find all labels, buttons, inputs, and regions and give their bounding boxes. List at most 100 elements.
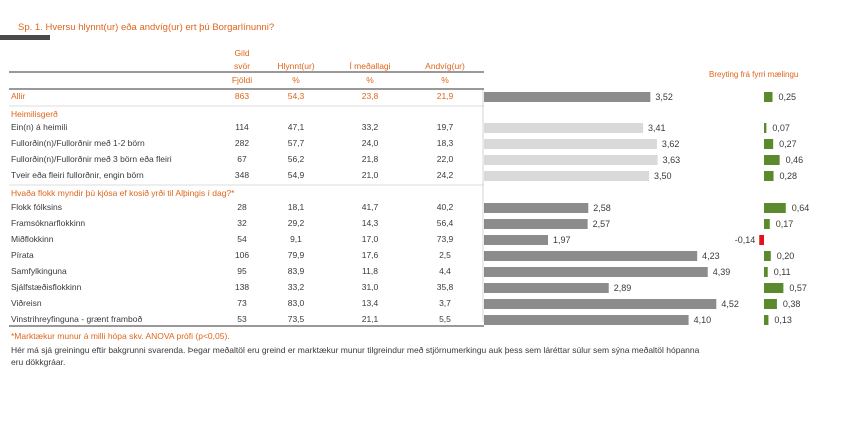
row-hlynnt: 33,2 bbox=[287, 282, 305, 292]
row-medallagi: 13,4 bbox=[361, 298, 379, 308]
mean-value-label: 2,57 bbox=[593, 219, 611, 229]
section-flokkur: Hvaða flokk myndir þú kjósa ef kosið yrð… bbox=[11, 188, 235, 198]
change-bar bbox=[764, 171, 774, 181]
row-andvig: 4,4 bbox=[439, 266, 451, 276]
change-value-label: 0,11 bbox=[774, 267, 791, 277]
mean-value-label: 3,50 bbox=[654, 171, 672, 181]
change-value-label: 0,57 bbox=[789, 283, 807, 293]
header-andvig: Andvíg(ur) bbox=[425, 61, 465, 71]
change-header: Breyting frá fyrri mælingu bbox=[709, 70, 799, 79]
row-count: 53 bbox=[237, 314, 247, 324]
change-value-label: 0,28 bbox=[780, 171, 798, 181]
change-value-label: 0,07 bbox=[772, 123, 790, 133]
row-hlynnt: 79,9 bbox=[287, 250, 305, 260]
change-bar bbox=[764, 283, 784, 293]
footnote-description-cont: eru dökkgráar. bbox=[11, 357, 66, 367]
change-bar bbox=[764, 251, 771, 261]
mean-bar bbox=[484, 315, 689, 325]
row-hlynnt: 73,5 bbox=[287, 314, 305, 324]
change-bar bbox=[764, 203, 786, 213]
header-gild: Gild bbox=[234, 48, 250, 58]
row-andvig: 56,4 bbox=[436, 218, 454, 228]
row-label: Miðflokkinn bbox=[11, 234, 54, 244]
row-label: Samfylkinguna bbox=[11, 266, 67, 276]
row-medallagi: 17,0 bbox=[361, 234, 379, 244]
mean-value-label: 3,63 bbox=[663, 155, 681, 165]
header-hlynnt-pct: % bbox=[292, 75, 300, 85]
row-count: 54 bbox=[237, 234, 247, 244]
mean-value-label: 1,97 bbox=[553, 235, 571, 245]
mean-value-label: 4,52 bbox=[721, 299, 739, 309]
row-andvig: 22,0 bbox=[436, 154, 454, 164]
mean-bar bbox=[484, 155, 658, 165]
footnote-description: Hér má sjá greiningu eftir bakgrunni sva… bbox=[11, 345, 700, 355]
row-count: 138 bbox=[234, 282, 250, 292]
row-medallagi: 41,7 bbox=[361, 202, 379, 212]
row-andvig: 21,9 bbox=[436, 91, 454, 101]
mean-bar bbox=[484, 283, 609, 293]
row-hlynnt: 57,7 bbox=[287, 138, 305, 148]
mean-bar bbox=[484, 92, 651, 102]
row-count: 32 bbox=[237, 218, 247, 228]
mean-value-label: 2,58 bbox=[593, 203, 611, 213]
mean-value-label: 2,89 bbox=[614, 283, 632, 293]
header-medallagi-pct: % bbox=[366, 75, 374, 85]
section-heimilisgerd: Heimilisgerð bbox=[11, 109, 58, 119]
header-svor: svör bbox=[233, 61, 251, 71]
row-hlynnt: 56,2 bbox=[287, 154, 305, 164]
row-label: Fullorðin(n)/Fullorðnir með 1-2 börn bbox=[11, 138, 145, 148]
row-hlynnt: 54,9 bbox=[287, 170, 305, 180]
row-label: Ein(n) á heimili bbox=[11, 122, 68, 132]
row-label: Pírata bbox=[11, 250, 34, 260]
mean-bar bbox=[484, 299, 717, 309]
row-hlynnt: 47,1 bbox=[287, 122, 305, 132]
row-medallagi: 21,8 bbox=[361, 154, 379, 164]
footnote-significance: *Marktækur munur á milli hópa skv. ANOVA… bbox=[11, 331, 230, 341]
row-label: Allir bbox=[11, 91, 26, 101]
mean-value-label: 3,41 bbox=[648, 123, 666, 133]
change-bar bbox=[764, 267, 768, 277]
change-value-label: 0,25 bbox=[779, 92, 797, 102]
change-bar bbox=[764, 315, 769, 325]
row-hlynnt: 83,9 bbox=[287, 266, 305, 276]
change-value-label: 0,13 bbox=[774, 315, 792, 325]
row-medallagi: 14,3 bbox=[361, 218, 379, 228]
row-hlynnt: 18,1 bbox=[287, 202, 305, 212]
mean-bar bbox=[484, 123, 644, 133]
mean-value-label: 4,39 bbox=[713, 267, 731, 277]
row-medallagi: 21,0 bbox=[361, 170, 379, 180]
row-count: 67 bbox=[237, 154, 247, 164]
mean-bar bbox=[484, 219, 588, 229]
row-count: 863 bbox=[234, 91, 250, 101]
row-label: Vinstrihreyfinguna - grænt framboð bbox=[11, 314, 143, 324]
row-label: Flokk fólksins bbox=[11, 202, 63, 212]
row-medallagi: 21,1 bbox=[361, 314, 379, 324]
row-count: 282 bbox=[234, 138, 250, 148]
row-medallagi: 31,0 bbox=[361, 282, 379, 292]
header-fjoldi: Fjöldi bbox=[231, 75, 253, 85]
row-andvig: 24,2 bbox=[436, 170, 454, 180]
row-medallagi: 33,2 bbox=[361, 122, 379, 132]
mean-bar bbox=[484, 171, 649, 181]
change-bar bbox=[764, 139, 774, 149]
change-bar bbox=[764, 123, 767, 133]
change-value-label: 0,46 bbox=[786, 155, 804, 165]
row-hlynnt: 9,1 bbox=[290, 234, 302, 244]
change-value-label: 0,20 bbox=[777, 251, 795, 261]
change-bar bbox=[764, 92, 773, 102]
change-bar bbox=[764, 219, 770, 229]
row-label: Tveir eða fleiri fullorðnir, engin börn bbox=[11, 170, 144, 180]
row-andvig: 73,9 bbox=[436, 234, 454, 244]
mean-value-label: 4,23 bbox=[702, 251, 720, 261]
row-label: Fullorðin(n)/Fullorðnir með 3 börn eða f… bbox=[11, 154, 172, 164]
header-accent-bar bbox=[0, 35, 50, 40]
row-andvig: 5,5 bbox=[439, 314, 451, 324]
change-bar bbox=[759, 235, 764, 245]
row-count: 348 bbox=[234, 170, 250, 180]
row-count: 73 bbox=[237, 298, 247, 308]
row-andvig: 18,3 bbox=[436, 138, 454, 148]
row-count: 106 bbox=[234, 250, 250, 260]
change-value-label: 0,64 bbox=[792, 203, 810, 213]
